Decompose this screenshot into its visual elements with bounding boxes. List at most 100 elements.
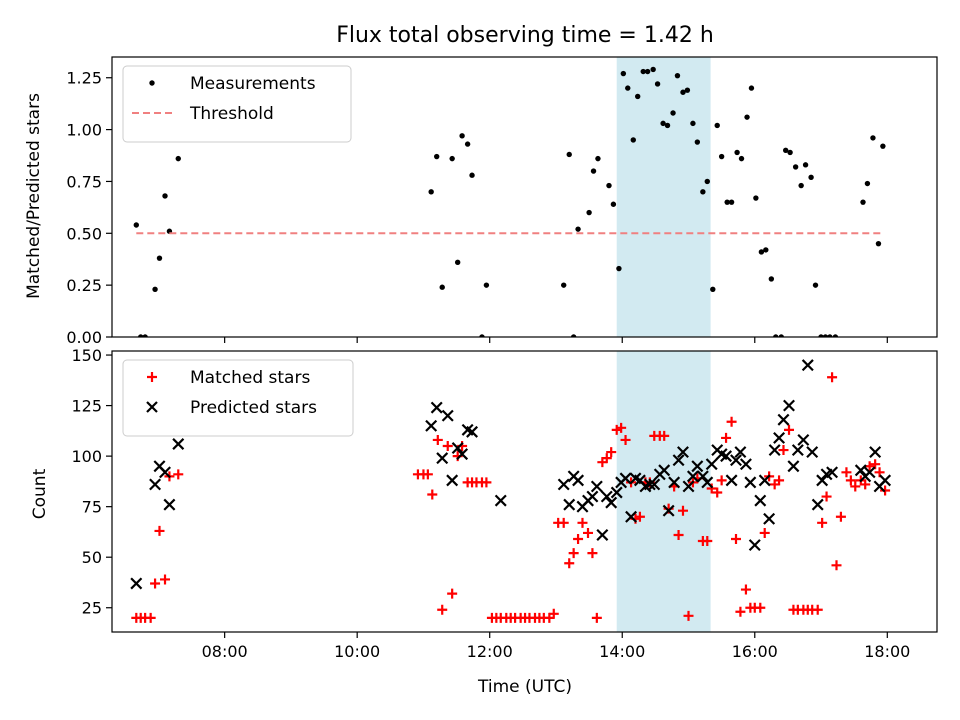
predicted-star-point <box>720 450 733 463</box>
matched-star-point <box>755 602 766 613</box>
measurement-point <box>870 135 876 141</box>
predicted-star-point <box>430 401 443 414</box>
measurement-point <box>694 139 701 145</box>
measurement-point <box>616 265 622 272</box>
matched-star-point <box>821 491 832 502</box>
measurement-point <box>660 120 666 127</box>
y-tick-label: 125 <box>71 397 102 416</box>
predicted-star-point <box>441 409 454 422</box>
measurement-point <box>818 334 824 337</box>
measurement-point <box>718 153 725 160</box>
measurement-point <box>454 259 461 266</box>
measurement-point <box>700 189 706 195</box>
measurement-point <box>674 72 681 79</box>
matched-star-point <box>716 475 727 486</box>
measurement-point <box>464 141 471 147</box>
measurement-point <box>753 195 759 201</box>
predicted-star-point <box>572 474 585 487</box>
predicted-star-point <box>605 496 618 509</box>
predicted-star-point <box>811 498 824 511</box>
predicted-star-point <box>777 413 790 426</box>
predicted-star-point <box>879 474 892 487</box>
matched-star-point <box>591 612 602 623</box>
predicted-star-point <box>610 486 623 499</box>
predicted-star-point <box>783 399 795 412</box>
legend-label: Measurements <box>190 74 316 94</box>
matched-star-point <box>677 505 688 516</box>
measurement-point <box>479 334 485 337</box>
predicted-star-point <box>787 460 800 473</box>
matched-star-point <box>432 434 443 445</box>
matched-star-point <box>683 610 694 621</box>
matched-star-point <box>145 612 156 623</box>
matched-star-point <box>150 578 161 589</box>
predicted-star-point <box>806 446 819 459</box>
legend-dot-icon <box>149 80 155 86</box>
predicted-star-point <box>768 444 781 457</box>
measurement-point <box>644 68 651 75</box>
predicted-star-point <box>677 446 689 459</box>
measurement-point <box>827 334 833 337</box>
matched-star-point <box>173 469 184 480</box>
matched-star-point <box>712 487 723 498</box>
matched-star-point <box>573 534 584 545</box>
matched-star-point <box>568 548 579 559</box>
predicted-star-point <box>436 452 449 465</box>
predicted-star-point <box>466 425 479 438</box>
matched-star-point <box>817 517 828 528</box>
legend-plus-icon <box>147 372 157 382</box>
measurement-point <box>782 147 789 154</box>
matched-star-point <box>564 558 575 569</box>
predicted-star-point <box>625 510 638 523</box>
matched-star-point <box>601 453 612 464</box>
y-tick-label: 0.00 <box>66 328 102 347</box>
measurement-point <box>670 110 676 116</box>
predicted-star-point <box>451 442 464 455</box>
predicted-star-point <box>163 498 176 511</box>
measurement-point <box>650 66 656 73</box>
matched-star-point <box>673 529 684 540</box>
predicted-star-point <box>668 476 681 489</box>
matched-star-point <box>659 430 670 441</box>
x-tick-label: 08:00 <box>202 642 248 661</box>
predicted-star-point <box>662 504 675 517</box>
predicted-star-point <box>863 466 876 479</box>
measurement-point <box>575 226 581 232</box>
measurement-point <box>768 276 775 282</box>
measurement-point <box>724 199 730 205</box>
predicted-star-point <box>682 480 695 493</box>
x-tick-label: 12:00 <box>467 642 513 661</box>
matched-star-point <box>634 511 645 522</box>
predicted-star-point <box>773 431 786 444</box>
ratio-panel: 0.00 0.25 0.50 0.75 1.00 1.25 Measurements Thre… <box>66 56 938 347</box>
predicted-star-point <box>590 480 603 493</box>
matched-star-point <box>735 606 746 617</box>
predicted-star-point <box>494 494 507 507</box>
matched-star-point <box>427 489 438 500</box>
measurement-point <box>654 81 661 87</box>
chart-title: Flux total observing time = 1.42 h <box>336 23 714 48</box>
predicted-star-point <box>596 528 609 541</box>
y-tick-label: 100 <box>71 447 102 466</box>
predicted-star-point <box>826 466 839 479</box>
predicted-star-point <box>801 359 814 372</box>
matched-star-point <box>827 372 838 383</box>
measurement-point <box>734 149 740 156</box>
measurement-point <box>610 201 617 207</box>
matched-star-point <box>850 481 861 492</box>
matched-star-point <box>606 447 617 458</box>
measurement-point <box>704 178 710 185</box>
legend: Measurements Threshold <box>122 65 352 143</box>
predicted-star-point <box>691 460 704 473</box>
measurement-point <box>744 114 750 120</box>
measurement-point <box>710 286 716 292</box>
observing-span <box>616 351 711 632</box>
matched-star-point <box>740 584 751 595</box>
predicted-star-point <box>619 472 632 485</box>
predicted-star-point <box>159 466 171 479</box>
measurement-point <box>625 85 631 91</box>
measurement-point <box>138 334 144 337</box>
predicted-star-point <box>739 458 752 471</box>
measurement-point <box>428 189 434 195</box>
predicted-star-point <box>425 419 438 432</box>
